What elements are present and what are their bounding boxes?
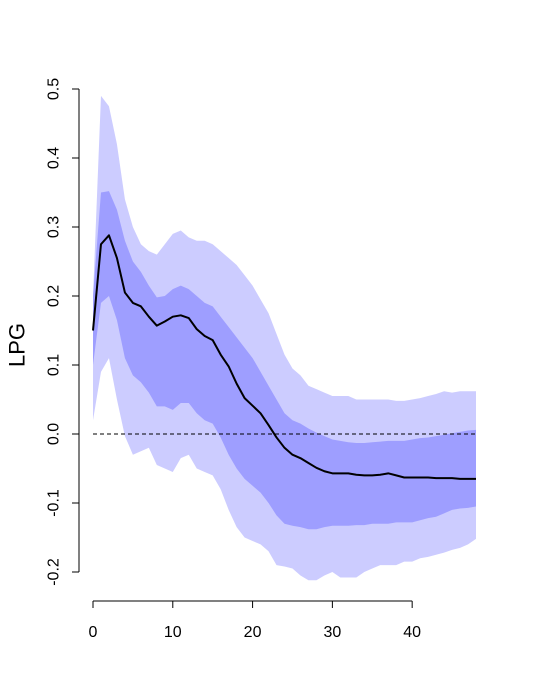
y-axis-title: LPG <box>5 323 30 367</box>
x-tick-label: 40 <box>403 624 421 641</box>
response-line-group <box>92 234 476 480</box>
y-tick-label: -0.1 <box>46 489 63 517</box>
inner-confidence-band <box>93 191 476 530</box>
x-tick-label: 30 <box>323 624 341 641</box>
y-tick-label: 0.1 <box>46 354 63 376</box>
y-tick-label: 0.3 <box>46 216 63 238</box>
y-tick-label: 0.2 <box>46 285 63 307</box>
x-tick-label: 0 <box>89 624 98 641</box>
response-line <box>92 234 476 480</box>
y-tick-label: 0.5 <box>46 78 63 100</box>
confidence-bands <box>93 95 476 581</box>
x-tick-label: 10 <box>164 624 182 641</box>
x-tick-label: 20 <box>244 624 262 641</box>
y-tick-label: -0.2 <box>46 558 63 586</box>
y-tick-label: 0.0 <box>46 423 63 445</box>
y-tick-label: 0.4 <box>46 147 63 169</box>
axes: -0.2 -0.1 0.0 0.1 0.2 0.3 0.4 0.5 0 10 20 30 40 <box>46 78 422 641</box>
